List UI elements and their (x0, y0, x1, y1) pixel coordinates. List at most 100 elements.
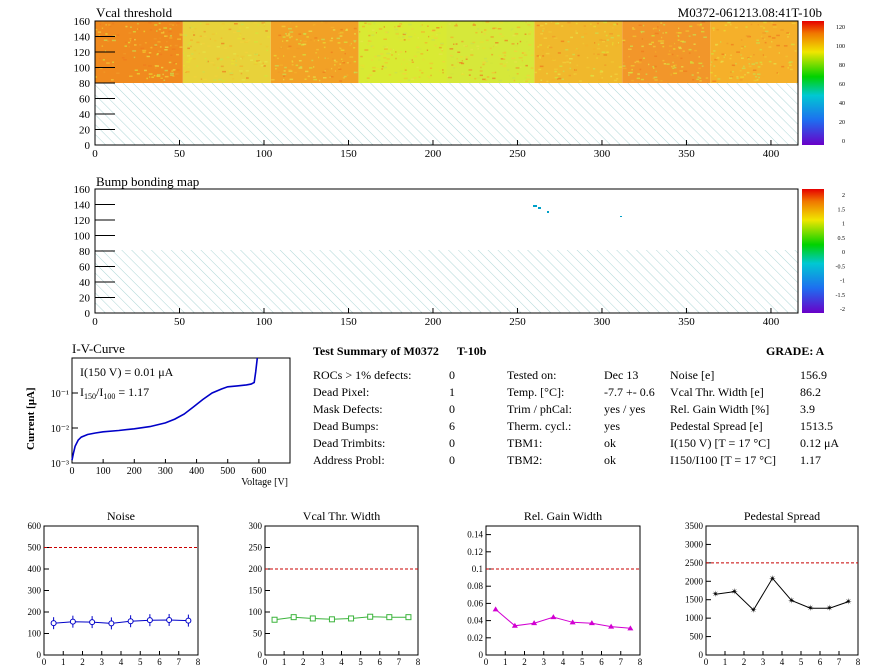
vcal-pixel (697, 76, 700, 78)
vcal-pixel (381, 68, 384, 70)
vcal-pixel (245, 70, 249, 72)
vcal-pixel (515, 67, 520, 69)
vcal-pixel (791, 22, 796, 25)
vcal-pixel (420, 53, 424, 55)
vcal-pixel (680, 40, 684, 43)
x-tick-label: 8 (416, 657, 421, 667)
vcal-pixel (628, 55, 630, 58)
vcal-pixel (441, 48, 444, 51)
vcal-pixel (600, 70, 602, 72)
vcal-pixel (539, 57, 541, 59)
vcal-pixel (771, 37, 776, 39)
vcal-pixel (654, 55, 658, 57)
vcal-pixel (166, 40, 168, 43)
vcal-pixel (331, 67, 333, 70)
vcal-pixel (789, 64, 792, 66)
summary-left-label: Mask Defects: (313, 402, 383, 416)
vcal-pixel (543, 37, 548, 39)
x-tick-label: 8 (856, 657, 861, 667)
data-point (271, 616, 278, 623)
vcal-pixel (781, 65, 785, 68)
vcal-pixel (413, 77, 417, 79)
vcal-pixel (399, 70, 403, 73)
chart-frame (43, 525, 199, 656)
iv-x-tick-label: 400 (189, 466, 204, 477)
vcal-pixel (441, 26, 443, 28)
vcal-pixel (101, 21, 105, 23)
data-point: ✴ (750, 605, 758, 615)
vcal-pixel (696, 24, 701, 26)
vcal-pixel (168, 30, 172, 33)
vcal-pixel (493, 27, 497, 29)
vcal-pixel (194, 28, 197, 30)
vcal-pixel (248, 54, 252, 57)
vcal-pixel (99, 23, 101, 26)
vcal-pixel (479, 74, 483, 77)
vcal-pixel (788, 62, 791, 64)
vcal-pixel (327, 57, 330, 60)
vcal-pixel (622, 67, 627, 70)
vcal-pixel (246, 77, 249, 79)
vcal-pixel (545, 23, 548, 25)
vcal-pixel (293, 55, 296, 58)
vcal-pixel (713, 29, 715, 31)
vcal-pixel (442, 60, 446, 63)
vcal-pixel (530, 67, 534, 69)
y-tick-label: 0.14 (467, 530, 483, 540)
vcal-pixel (539, 65, 544, 68)
vcal-pixel (593, 53, 595, 55)
summary-mid-values: Dec 13 -7.7 +- 0.6 yes / yes yes ok ok (604, 367, 655, 469)
vcal-pixel (486, 76, 490, 78)
vcal-pixel (198, 52, 200, 55)
vcal-pixel (528, 25, 532, 28)
vcal-pixel (521, 59, 523, 62)
vcal-pixel (190, 39, 193, 41)
vcal-pixel (642, 24, 645, 27)
vcal-pixel (242, 38, 245, 40)
vcal-pixel (762, 54, 764, 56)
vcal-pixel (137, 28, 139, 30)
vcal-pixel (557, 52, 561, 54)
vcal-pixel (220, 37, 223, 39)
vcal-pixel (261, 22, 266, 24)
vcal-pixel (353, 71, 358, 74)
vcal-pixel (395, 51, 397, 53)
vcal-pixel (657, 40, 662, 42)
vcal-pixel (678, 46, 681, 49)
vcal-pixel (682, 50, 685, 52)
vcal-pixel (429, 67, 433, 69)
y-tick-label: 300 (249, 521, 263, 531)
grade-label: GRADE: A (766, 344, 825, 358)
vcal-pixel (288, 70, 293, 72)
y-tick-label: 100 (28, 629, 42, 639)
vcal-pixel (422, 58, 425, 61)
vcal-pixel (168, 61, 172, 64)
vcal-pixel (597, 22, 599, 25)
vcal-pixel (470, 77, 473, 79)
vcal-pixel (338, 68, 342, 70)
vcal-pixel (323, 77, 327, 79)
vcal-pixel (764, 56, 767, 58)
vcal-pixel (594, 42, 596, 44)
vcal-pixel (604, 64, 607, 66)
x-tick-label: 400 (763, 316, 780, 328)
vcal-pixel (491, 53, 494, 56)
vcal-pixel (340, 49, 345, 51)
vcal-pixel (187, 66, 190, 68)
summary-left-value: 0 (449, 402, 455, 416)
vcal-pixel (138, 44, 142, 46)
vcal-pixel (482, 47, 486, 49)
vcal-pixel (204, 57, 207, 60)
vcal-pixel (492, 27, 495, 30)
vcal-pixel (216, 32, 217, 35)
vcal-pixel (235, 64, 237, 66)
vcal-pixel (108, 24, 111, 26)
y-tick-label: 500 (28, 543, 42, 553)
scale-label: 0.5 (838, 236, 846, 242)
vcal-pixel (730, 71, 732, 73)
vcal-pixel (212, 64, 216, 66)
vcal-pixel (465, 56, 469, 58)
vcal-pixel (229, 72, 234, 75)
vcal-pixel (613, 79, 618, 82)
